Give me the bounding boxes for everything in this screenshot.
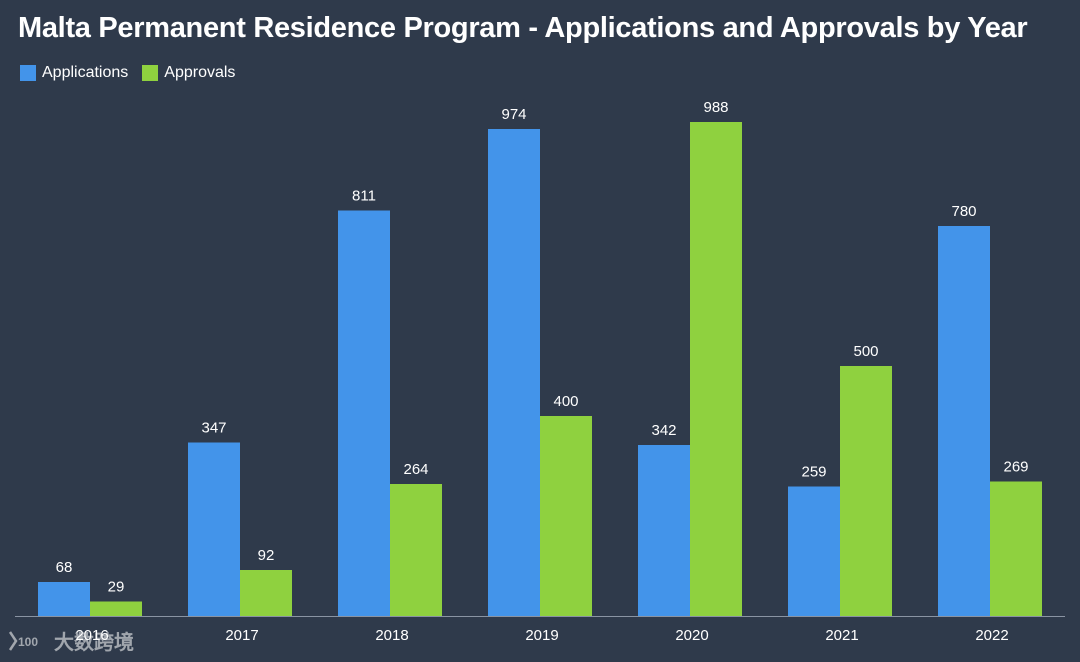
x-tick-label-2020: 2020 xyxy=(675,627,708,644)
x-tick-label-2018: 2018 xyxy=(375,627,408,644)
bar-approvals-2016[interactable] xyxy=(90,601,142,617)
data-label-approvals-2020: 988 xyxy=(703,99,728,116)
data-label-applications-2018: 811 xyxy=(352,188,376,205)
bar-applications-2022[interactable] xyxy=(938,226,990,616)
bar-approvals-2017[interactable] xyxy=(240,570,292,616)
data-label-approvals-2017: 92 xyxy=(258,547,275,564)
watermark-logo-text: 100 xyxy=(18,635,38,649)
watermark-text: 大数跨境 xyxy=(54,632,134,654)
bar-approvals-2020[interactable] xyxy=(690,122,742,616)
legend-item-applications[interactable]: Applications xyxy=(20,64,128,82)
data-label-applications-2019: 974 xyxy=(501,106,526,123)
x-tick-label-2016: 2016 xyxy=(75,627,108,644)
data-label-approvals-2019: 400 xyxy=(553,393,578,410)
data-label-applications-2020: 342 xyxy=(651,422,676,439)
bar-applications-2021[interactable] xyxy=(788,486,840,617)
data-label-applications-2017: 347 xyxy=(201,420,226,437)
x-tick-label-2021: 2021 xyxy=(825,627,858,644)
watermark: 100 大数跨境 xyxy=(6,626,134,655)
data-label-approvals-2021: 500 xyxy=(853,343,878,360)
x-tick-label-2017: 2017 xyxy=(225,627,258,644)
bar-approvals-2018[interactable] xyxy=(390,484,442,616)
data-label-applications-2021: 259 xyxy=(801,464,826,481)
bar-applications-2020[interactable] xyxy=(638,445,690,616)
bar-applications-2018[interactable] xyxy=(338,210,390,617)
data-label-approvals-2018: 264 xyxy=(403,461,428,478)
data-label-approvals-2022: 269 xyxy=(1003,459,1028,476)
watermark-logo-icon: 100 xyxy=(8,630,38,651)
bar-approvals-2019[interactable] xyxy=(540,416,592,616)
bar-applications-2017[interactable] xyxy=(188,442,240,617)
legend-label-applications: Applications xyxy=(42,64,129,81)
bar-applications-2019[interactable] xyxy=(488,129,540,616)
legend-swatch-applications xyxy=(20,65,36,81)
bar-approvals-2021[interactable] xyxy=(840,366,892,616)
legend-label-approvals: Approvals xyxy=(164,64,236,81)
chart-title: Malta Permanent Residence Program - Appl… xyxy=(18,12,1028,44)
bar-approvals-2022[interactable] xyxy=(990,481,1042,617)
legend: Applications Approvals xyxy=(20,64,235,82)
data-label-applications-2022: 780 xyxy=(951,203,976,220)
bar-applications-2016[interactable] xyxy=(38,582,90,616)
data-label-applications-2016: 68 xyxy=(56,559,73,576)
legend-item-approvals[interactable]: Approvals xyxy=(142,64,235,82)
x-tick-label-2019: 2019 xyxy=(525,627,558,644)
x-tick-label-2022: 2022 xyxy=(975,627,1008,644)
legend-swatch-approvals xyxy=(142,65,159,81)
data-label-approvals-2016: 29 xyxy=(108,579,125,596)
